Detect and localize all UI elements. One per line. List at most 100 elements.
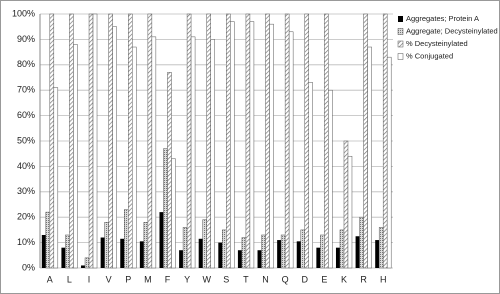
- bar: [304, 13, 309, 269]
- bar: [237, 250, 242, 268]
- bar: [81, 265, 86, 268]
- bar: [108, 13, 113, 269]
- bar: [308, 82, 313, 269]
- bar: [222, 229, 227, 269]
- bar: [151, 36, 157, 269]
- bar: [92, 13, 98, 269]
- legend-label: % Conjugated: [406, 51, 453, 60]
- bar: [367, 46, 372, 269]
- bar: [230, 21, 235, 269]
- y-tick-label: 70%: [17, 85, 35, 95]
- y-tick-label: 0%: [22, 262, 35, 272]
- bar: [179, 250, 184, 268]
- bar: [241, 237, 247, 269]
- bar: [316, 247, 321, 268]
- legend-label: Aggregates; Protein A: [406, 14, 479, 23]
- y-tick-label: 10%: [17, 237, 35, 247]
- bar: [159, 212, 164, 268]
- bar: [386, 56, 392, 269]
- bar: [73, 44, 78, 269]
- x-tick-label: H: [380, 274, 387, 284]
- legend-label: Aggregate; Decysteinylated: [406, 26, 498, 35]
- bar: [284, 13, 290, 269]
- y-tick-label: 20%: [17, 212, 35, 222]
- y-tick-label: 100%: [12, 8, 35, 18]
- x-tick-label: P: [125, 274, 131, 284]
- x-tick-label: W: [202, 274, 211, 284]
- bar: [288, 31, 294, 269]
- x-tick-label: N: [262, 274, 269, 284]
- bar: [335, 247, 340, 268]
- y-tick-label: 40%: [17, 161, 35, 171]
- bar: [265, 13, 270, 269]
- bar: [269, 23, 274, 269]
- bar: [104, 222, 109, 269]
- bar: [296, 241, 301, 268]
- bar: [206, 13, 211, 269]
- bar: [249, 21, 255, 269]
- bar: [112, 26, 117, 269]
- bar: [375, 240, 380, 268]
- bar: [171, 158, 176, 269]
- bar: [226, 13, 231, 269]
- bar: [355, 236, 360, 268]
- bar: [41, 234, 46, 268]
- bar: [100, 237, 105, 268]
- x-tick-label: M: [144, 274, 152, 284]
- y-tick-label: 60%: [17, 110, 35, 120]
- legend-swatch: [398, 16, 403, 22]
- x-tick-label: T: [243, 274, 249, 284]
- x-tick-label: L: [67, 274, 72, 284]
- bar: [257, 250, 262, 268]
- bar: [65, 234, 70, 269]
- x-tick-label: D: [302, 274, 309, 284]
- x-tick-label: K: [341, 274, 347, 284]
- x-tick-label: Q: [282, 274, 289, 284]
- bar: [167, 72, 172, 269]
- x-tick-label: E: [321, 274, 327, 284]
- y-tick-label: 50%: [17, 135, 35, 145]
- bar: [347, 155, 353, 269]
- bar: [182, 227, 188, 269]
- bar: [324, 13, 329, 269]
- legend-label: % Decysteinylated: [406, 39, 468, 48]
- y-tick-label: 80%: [17, 59, 35, 69]
- bar: [202, 219, 207, 269]
- bar: [378, 227, 384, 269]
- bar: [124, 209, 129, 269]
- bar: [163, 148, 168, 269]
- y-tick-label: 90%: [17, 34, 35, 44]
- bar: [186, 13, 192, 269]
- bar: [147, 13, 153, 269]
- bar: [139, 241, 144, 268]
- x-tick-label: Y: [184, 274, 190, 284]
- bar: [320, 234, 325, 269]
- bar: [198, 238, 203, 268]
- bar: [120, 238, 125, 268]
- bar: [53, 87, 59, 269]
- bar: [210, 39, 215, 269]
- bar: [218, 242, 223, 268]
- x-tick-label: V: [106, 274, 112, 284]
- x-tick-label: I: [88, 274, 91, 284]
- bar: [277, 240, 282, 268]
- bar: [343, 140, 349, 269]
- bar: [339, 229, 345, 269]
- bar: [280, 234, 286, 269]
- bar: [382, 13, 388, 269]
- bar: [328, 89, 333, 269]
- bar: [359, 216, 364, 269]
- bar: [49, 13, 55, 269]
- legend-swatch: [397, 53, 404, 60]
- legend-swatch: [397, 28, 404, 35]
- bar: [45, 211, 51, 269]
- bar: [84, 257, 90, 269]
- bar: [300, 229, 305, 269]
- x-tick-label: A: [47, 274, 53, 284]
- x-tick-label: S: [223, 274, 229, 284]
- bar: [88, 13, 94, 269]
- bar: [261, 234, 266, 269]
- bar: [245, 13, 251, 269]
- bar: [190, 36, 196, 269]
